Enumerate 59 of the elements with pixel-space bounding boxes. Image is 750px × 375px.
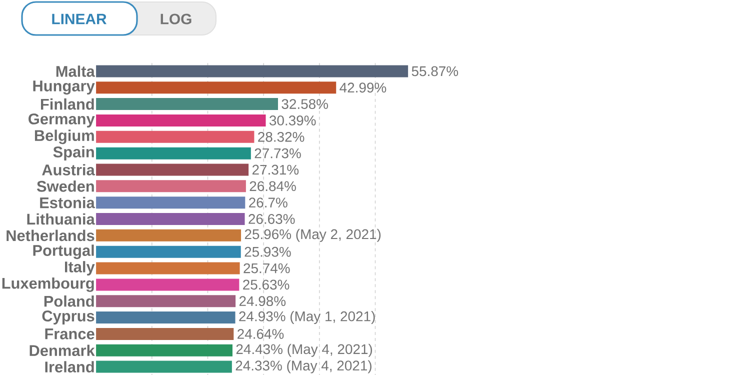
y-tick-label: Poland	[44, 295, 94, 307]
y-tick-label: Luxembourg	[2, 277, 94, 292]
bar	[96, 98, 278, 110]
y-tick-label: Austria	[42, 164, 95, 176]
bar	[96, 262, 240, 274]
bar	[96, 246, 241, 258]
data-label: 42.99%	[340, 82, 386, 93]
y-tick-label: Cyprus	[42, 310, 94, 325]
data-label: 32.58%	[282, 99, 328, 109]
bar	[96, 360, 232, 373]
y-tick-label: France	[45, 328, 94, 340]
y-tick-label: Netherlands	[6, 230, 94, 242]
data-label: 26.84%	[250, 181, 296, 192]
bar	[96, 229, 242, 242]
y-tick-label: Lithuania	[27, 213, 95, 225]
text: LINEAR	[52, 14, 107, 24]
y-tick-label: Spain	[53, 146, 94, 161]
y-tick-label: Hungary	[33, 80, 95, 95]
text: LOG	[160, 14, 192, 24]
data-label: 25.93%	[244, 246, 291, 257]
bar	[96, 65, 408, 78]
data-label: 25.74%	[244, 263, 290, 274]
bar	[96, 213, 245, 226]
bar	[96, 328, 234, 340]
bar	[96, 180, 246, 192]
y-tick-label: Denmark	[30, 344, 95, 356]
data-label: 24.33% (May 4, 2021)	[236, 360, 372, 374]
bar	[96, 147, 251, 160]
y-tick-label: Estonia	[40, 196, 95, 208]
bar	[96, 114, 266, 126]
y-tick-label: Germany	[28, 113, 95, 128]
data-label: 27.31%	[252, 164, 299, 175]
bar	[96, 312, 236, 324]
bar	[96, 278, 240, 291]
y-tick-label: Italy	[64, 261, 95, 276]
bar	[96, 130, 254, 143]
bar	[96, 164, 249, 176]
y-tick-label: Sweden	[36, 180, 94, 192]
y-tick-label: Malta	[56, 66, 95, 77]
bar	[96, 196, 246, 209]
data-label: 26.7%	[249, 198, 288, 208]
y-tick-label: Finland	[40, 98, 94, 110]
y-tick-label: Ireland	[45, 361, 94, 372]
y-tick-label: Portugal	[33, 244, 94, 260]
bar	[96, 344, 232, 356]
data-label: 25.96% (May 2, 2021)	[244, 228, 381, 242]
data-label: 28.32%	[258, 132, 304, 142]
bar	[96, 82, 336, 94]
data-label: 24.43% (May 4, 2021)	[236, 344, 372, 357]
data-label: 30.39%	[270, 116, 316, 126]
bar	[96, 295, 236, 308]
data-label: 55.87%	[412, 66, 458, 76]
data-label: 25.63%	[243, 280, 290, 290]
data-label: 27.73%	[254, 148, 301, 158]
data-label: 24.64%	[238, 329, 284, 339]
data-label: 26.63%	[248, 214, 295, 224]
data-label: 24.93% (May 1, 2021)	[239, 311, 375, 324]
y-tick-label: Belgium	[34, 130, 94, 144]
data-label: 24.98%	[239, 296, 286, 306]
